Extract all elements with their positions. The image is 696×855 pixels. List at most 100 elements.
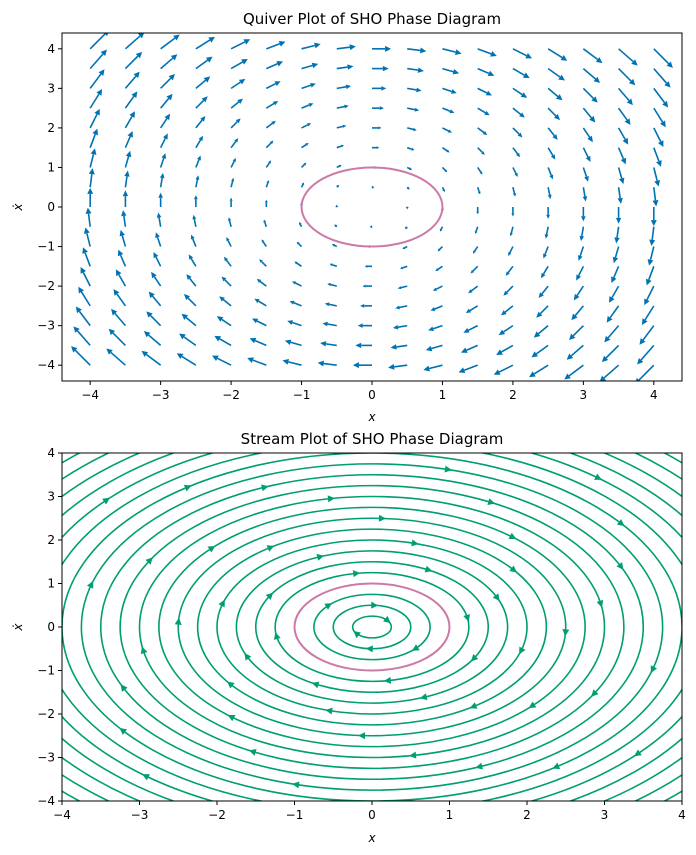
quiver-arrow	[512, 107, 525, 118]
quiver-arrow	[264, 199, 268, 207]
quiver-arrow	[228, 217, 232, 227]
quiver-arrow	[566, 344, 584, 360]
quiver-arrow	[477, 147, 485, 155]
quiver-x-tick-label: 3	[580, 388, 588, 402]
quiver-arrow	[80, 266, 91, 287]
quiver-arrow	[78, 286, 91, 307]
stream-arrowhead	[509, 565, 517, 573]
quiver-arrow	[336, 44, 356, 51]
quiver-arrow	[442, 147, 450, 153]
quiver-arrow	[192, 214, 197, 227]
quiver-x-tick-label: −4	[81, 388, 99, 402]
quiver-arrow	[529, 364, 549, 378]
quiver-arrow	[282, 358, 302, 366]
quiver-arrow	[500, 305, 514, 316]
stream-arrowhead	[470, 654, 479, 662]
quiver-arrow	[573, 285, 585, 301]
quiver-arrow	[441, 166, 448, 173]
quiver-title: Quiver Plot of SHO Phase Diagram	[243, 10, 501, 28]
quiver-y-tick-label: 4	[47, 42, 55, 56]
stream-arrowhead	[325, 707, 333, 715]
quiver-arrow	[599, 364, 620, 381]
quiver-arrow	[388, 363, 408, 370]
quiver-arrow	[428, 324, 443, 332]
quiver-arrow	[477, 87, 493, 96]
quiver-arrow	[336, 164, 342, 169]
quiver-arrow	[259, 259, 267, 267]
quiver-arrow	[336, 104, 349, 109]
quiver-arrow	[653, 127, 664, 148]
stream-x-tick-label: 0	[368, 808, 376, 822]
quiver-arrow	[653, 107, 666, 128]
quiver-arrow	[124, 111, 135, 129]
quiver-arrow	[329, 263, 338, 268]
quiver-arrow	[425, 344, 443, 352]
quiver-arrow	[160, 54, 178, 70]
quiver-arrow	[582, 48, 603, 64]
quiver-arrow	[176, 353, 197, 366]
quiver-arrow	[435, 265, 443, 272]
quiver-arrow	[289, 300, 302, 307]
quiver-arrow	[407, 47, 427, 54]
quiver-arrow	[397, 285, 408, 290]
quiver-arrow	[395, 305, 408, 310]
quiver-arrow	[291, 281, 302, 287]
quiver-arrow	[372, 86, 387, 91]
quiver-arrow	[229, 197, 233, 207]
quiver-arrow	[159, 133, 168, 149]
quiver-arrow	[463, 324, 479, 333]
quiver-arrow	[544, 226, 549, 239]
quiver-arrow	[512, 187, 516, 197]
streamline	[254, 560, 490, 694]
quiver-arrow	[117, 249, 127, 267]
quiver-arrow	[372, 126, 382, 130]
quiver-arrow	[564, 364, 584, 380]
stream-arrowhead	[469, 702, 478, 709]
stream-arrowhead	[207, 545, 216, 553]
quiver-arrow	[256, 278, 267, 287]
quiver-arrow	[650, 207, 657, 227]
quiver-arrow	[618, 68, 636, 86]
quiver-arrow	[195, 175, 200, 188]
quiver-arrow	[653, 87, 669, 108]
streamline	[158, 506, 586, 748]
quiver-arrow	[582, 187, 588, 202]
quiver-arrow	[617, 107, 631, 125]
quiver-arrow	[512, 167, 518, 178]
quiver-arrow	[531, 344, 549, 358]
stream-x-tick-label: 1	[446, 808, 454, 822]
quiver-arrow	[195, 135, 204, 149]
quiver-arrow	[300, 182, 305, 188]
stream-arrowhead	[419, 693, 428, 701]
quiver-arrow	[122, 190, 129, 207]
quiver-arrow	[547, 107, 561, 121]
quiver-arrow	[547, 147, 556, 160]
quiver-arrow	[324, 302, 337, 307]
stream-arrowhead	[492, 593, 500, 602]
quiver-arrow	[336, 64, 354, 70]
quiver-arrow	[360, 303, 372, 308]
quiver-arrow	[538, 285, 549, 299]
quiver-arrow	[493, 364, 514, 375]
quiver-arrow	[476, 186, 481, 195]
streamline	[80, 463, 664, 791]
streamline	[62, 453, 682, 801]
quiver-arrow	[284, 339, 302, 347]
quiver-arrow	[296, 241, 303, 248]
quiver-arrow	[637, 344, 655, 365]
quiver-arrow	[512, 127, 523, 138]
quiver-arrow	[188, 254, 197, 267]
stream-arrowhead	[261, 484, 269, 492]
quiver-arrow	[113, 289, 127, 307]
quiver-arrow	[88, 168, 95, 188]
quiver-arrow	[336, 124, 347, 129]
quiver-arrow	[336, 84, 352, 90]
quiver-x-tick-label: 0	[368, 388, 376, 402]
quiver-arrow	[159, 113, 171, 129]
quiver-orbit-group	[300, 166, 444, 248]
quiver-arrow	[390, 344, 408, 350]
stream-arrowhead	[324, 603, 333, 610]
quiver-arrow	[336, 184, 340, 188]
stream-subplot: Stream Plot of SHO Phase Diagram −4 −3 −2−…	[11, 430, 686, 845]
